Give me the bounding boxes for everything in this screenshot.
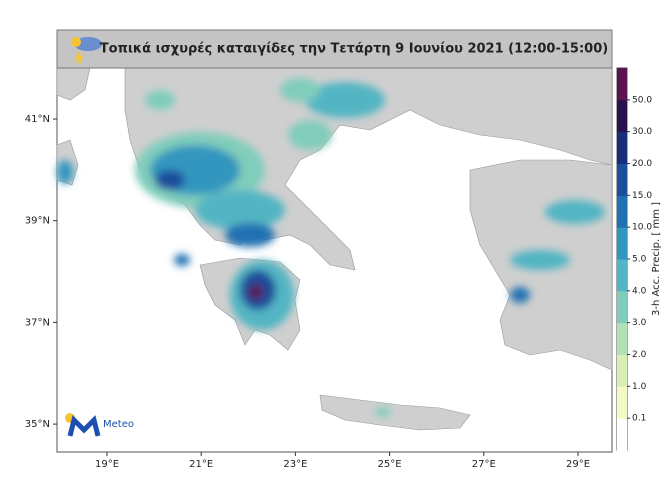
lat-label: 39°N	[25, 216, 50, 227]
colorbar-tick-label: 5.0	[632, 255, 647, 265]
lon-label: 23°E	[283, 459, 307, 470]
lon-label: 27°E	[472, 459, 496, 470]
colorbar-tick-label: 3.0	[632, 318, 647, 328]
colorbar-segment	[617, 163, 627, 196]
lat-label: 35°N	[25, 419, 50, 430]
map-title: Τοπικά ισχυρές καταιγίδες την Τετάρτη 9 …	[100, 42, 608, 57]
colorbar-tick-label: 15.0	[632, 191, 652, 201]
colorbar-tick-label: 1.0	[632, 382, 647, 392]
lat-label: 37°N	[25, 317, 50, 328]
colorbar-tick-label: 10.0	[632, 223, 652, 233]
colorbar-segment	[617, 322, 627, 355]
colorbar-tick-label: 30.0	[632, 127, 652, 137]
colorbar-label: 3-h Acc. Precip. [ mm ]	[651, 202, 662, 316]
colorbar-segment	[617, 131, 627, 164]
colorbar-segment	[617, 290, 627, 324]
colorbar-segment	[617, 68, 627, 101]
weather-icon	[71, 37, 102, 65]
colorbar-tick-label: 2.0	[632, 350, 647, 360]
colorbar-tick-label: 20.0	[632, 159, 652, 169]
colorbar-segment	[617, 227, 627, 260]
logo-text: Meteo	[103, 419, 134, 430]
colorbar-segment	[617, 386, 627, 419]
precipitation	[57, 78, 605, 417]
lon-label: 25°E	[378, 459, 402, 470]
lon-label: 29°E	[566, 459, 590, 470]
lon-label: 19°E	[95, 459, 119, 470]
colorbar-segment	[617, 259, 627, 292]
colorbar-tick-label: 0.1	[632, 414, 646, 424]
logo: Meteo	[65, 413, 134, 437]
colorbar-tick-label: 4.0	[632, 286, 647, 296]
lon-label: 21°E	[189, 459, 213, 470]
colorbar-segment	[617, 195, 627, 228]
colorbar-segment	[617, 354, 627, 387]
colorbar-segment	[617, 99, 627, 133]
title-banner	[56, 29, 613, 69]
colorbar-segment	[617, 418, 627, 451]
lat-label: 41°N	[25, 114, 50, 125]
colorbar-tick-label: 50.0	[632, 95, 652, 105]
